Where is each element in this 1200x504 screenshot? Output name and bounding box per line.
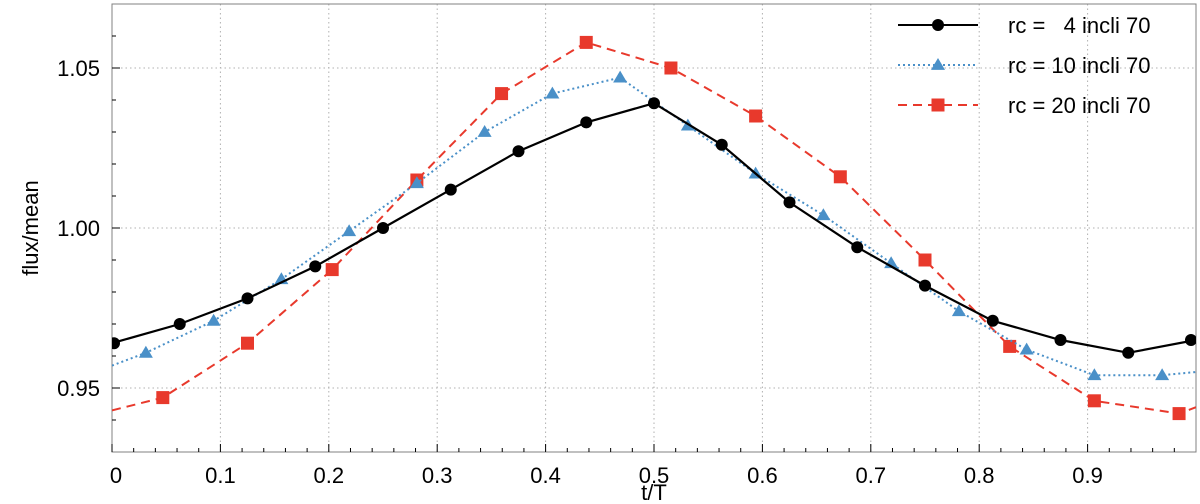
grid bbox=[111, 4, 1196, 452]
y-tick-label: 0.95 bbox=[57, 376, 100, 401]
x-tick-label: 0.6 bbox=[747, 463, 778, 488]
data-point bbox=[112, 337, 120, 350]
data-point bbox=[512, 145, 525, 158]
data-point bbox=[1185, 334, 1196, 346]
data-point bbox=[783, 196, 796, 209]
x-axis-label: t/T bbox=[641, 480, 667, 504]
x-tick-label: 0.7 bbox=[856, 463, 887, 488]
data-point bbox=[545, 86, 560, 99]
legend-label: rc = 20 incli 70 bbox=[1008, 93, 1150, 118]
data-point bbox=[138, 345, 153, 358]
data-point bbox=[816, 208, 831, 221]
data-point bbox=[1087, 368, 1102, 381]
data-point bbox=[664, 61, 678, 75]
data-point bbox=[1155, 368, 1170, 381]
x-tick-label: 0.4 bbox=[530, 463, 561, 488]
data-point bbox=[241, 336, 254, 350]
data-point bbox=[580, 116, 593, 129]
data-point bbox=[613, 70, 628, 83]
data-point bbox=[1122, 346, 1135, 359]
x-tick-label: 0.8 bbox=[964, 463, 995, 488]
legend-marker bbox=[932, 19, 944, 31]
data-point bbox=[919, 279, 931, 292]
data-point bbox=[325, 263, 339, 277]
data-point bbox=[173, 318, 186, 330]
series-1 bbox=[112, 97, 1196, 359]
data-point bbox=[918, 253, 932, 267]
x-tick-label: 0 bbox=[110, 463, 122, 488]
x-tick-label: 0.2 bbox=[314, 463, 345, 488]
data-point bbox=[851, 241, 864, 254]
data-point bbox=[156, 391, 170, 405]
y-tick-label: 1.05 bbox=[57, 56, 100, 81]
data-point bbox=[749, 109, 763, 123]
y-tick-label: 1.00 bbox=[57, 216, 100, 241]
data-point bbox=[342, 224, 357, 237]
data-point bbox=[951, 304, 966, 317]
data-point bbox=[495, 87, 509, 101]
data-point bbox=[477, 125, 492, 137]
data-point bbox=[648, 97, 660, 110]
data-point bbox=[579, 35, 593, 49]
data-point bbox=[715, 138, 728, 151]
data-point bbox=[409, 176, 424, 189]
x-tick-label: 0.1 bbox=[205, 463, 236, 488]
axis-ticks: 0 0.1 0.2 0.3 0.4 0.5 0.6 0.7 0.8 0.9 0.95 1.00 1.05 bbox=[57, 35, 1175, 488]
data-point bbox=[309, 260, 322, 273]
data-point bbox=[1003, 339, 1017, 353]
legend-label: rc = 10 incli 70 bbox=[1008, 53, 1150, 78]
legend-marker bbox=[931, 58, 945, 70]
x-tick-label: 0.3 bbox=[422, 463, 453, 488]
data-point bbox=[986, 314, 999, 327]
legend-label: rc = 4 incli 70 bbox=[1008, 13, 1150, 38]
y-axis-label: flux/mean bbox=[18, 180, 43, 275]
data-point bbox=[206, 313, 221, 326]
data-point bbox=[1054, 334, 1067, 346]
series-lines bbox=[112, 35, 1196, 421]
series-3 bbox=[112, 35, 1196, 421]
legend: rc = 4 incli 70 rc = 10 incli 70 rc = 20 i… bbox=[898, 13, 1150, 118]
data-point bbox=[833, 170, 847, 184]
data-point bbox=[444, 183, 457, 196]
data-point bbox=[1172, 407, 1186, 421]
data-point bbox=[1087, 394, 1101, 408]
x-tick-label: 0.5 bbox=[639, 463, 670, 488]
data-point bbox=[377, 222, 389, 234]
data-point bbox=[1019, 342, 1034, 355]
x-tick-label: 0.9 bbox=[1072, 463, 1103, 488]
legend-marker bbox=[931, 98, 945, 112]
data-point bbox=[241, 292, 254, 305]
